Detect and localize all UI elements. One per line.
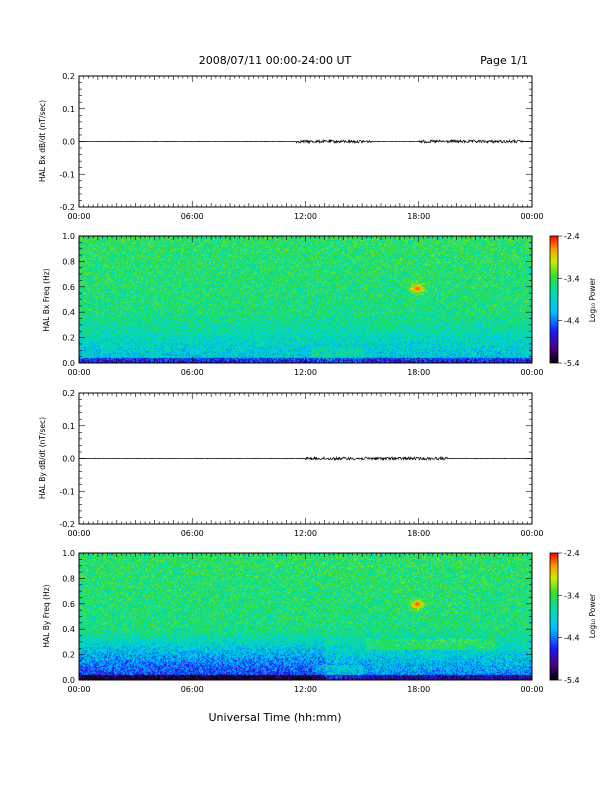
- colorbar-tick-label: -2.4: [564, 232, 580, 241]
- page-number: Page 1/1: [480, 54, 528, 67]
- y-tick-label: 0.8: [62, 257, 75, 266]
- by-dbdt-trace: [78, 455, 533, 462]
- x-tick-label: 00:00: [67, 368, 90, 377]
- y-tick-label: 0.1: [62, 105, 75, 114]
- y-tick-label: -0.2: [59, 520, 75, 529]
- panel-by-spectrogram: 1.0 0.8 0.6 0.4 0.2 0.0 HAL By Freq (Hz) 00:0…: [42, 549, 544, 694]
- panel-bx-dbdt: 0.20.10.0-0.1-0.2 HAL Bx dB/dt (nT/sec) …: [38, 72, 544, 221]
- x-tick-label: 18:00: [407, 212, 430, 221]
- colorbar-by: -2.4 -3.4 -4.4 -5.4 Log₁₀ Power: [549, 549, 597, 685]
- y-ticks: 1.0 0.8 0.6 0.4 0.2 0.0: [62, 549, 532, 685]
- x-tick-labels: 00:00 06:00 12:00 18:00 00:00: [67, 368, 543, 377]
- bx-dbdt-trace: [78, 138, 533, 145]
- chart-title: 2008/07/11 00:00-24:00 UT: [199, 54, 352, 67]
- colorbar-tick-label: -4.4: [564, 317, 580, 326]
- x-tick-label: 06:00: [181, 529, 204, 538]
- bx-spectrogram-image: [79, 236, 532, 363]
- x-tick-labels: 00:00 06:00 12:00 18:00 00:00: [67, 685, 543, 694]
- x-tick-label: 18:00: [407, 529, 430, 538]
- y-tick-label: 0.0: [62, 676, 75, 685]
- colorbar-ticks: -2.4 -3.4 -4.4 -5.4: [558, 232, 580, 368]
- y-tick-label: 0.1: [62, 422, 75, 431]
- colorbar-tick-label: -2.4: [564, 549, 580, 558]
- y-tick-label: 0.6: [62, 283, 75, 292]
- x-tick-label: 12:00: [294, 529, 317, 538]
- colorbar-bx: -2.4 -3.4 -4.4 -5.4 Log₁₀ Power: [549, 232, 597, 368]
- x-tick-label: 06:00: [181, 212, 204, 221]
- ylabel-bx-dbdt: HAL Bx dB/dt (nT/sec): [38, 100, 47, 182]
- x-tick-label: 00:00: [67, 685, 90, 694]
- y-ticks: 0.2 0.1 0.0 -0.1 -0.2: [59, 389, 532, 529]
- y-ticks: 1.0 0.8 0.6 0.4 0.2 0.0: [62, 232, 532, 368]
- colorbar-gradient: [549, 552, 559, 681]
- x-tick-label: 18:00: [407, 368, 430, 377]
- colorbar-tick-label: -3.4: [564, 274, 580, 283]
- y-tick-label: -0.1: [59, 487, 75, 496]
- y-tick-label: -0.1: [59, 170, 75, 179]
- x-tick-label: 00:00: [520, 685, 543, 694]
- x-minor-ticks: [78, 76, 533, 207]
- y-tick-label: 1.0: [62, 232, 75, 241]
- x-minor-ticks: [78, 393, 533, 524]
- colorbar-tick-label: -4.4: [564, 634, 580, 643]
- colorbar-tick-label: -3.4: [564, 591, 580, 600]
- x-tick-label: 00:00: [520, 212, 543, 221]
- x-tick-labels: 00:00 06:00 12:00 18:00 00:00: [67, 212, 543, 221]
- colorbar-label: Log₁₀ Power: [588, 277, 597, 322]
- x-minor-ticks: [78, 236, 533, 363]
- x-tick-label: 00:00: [67, 529, 90, 538]
- y-tick-label: 0.4: [62, 308, 75, 317]
- ylabel-by-dbdt: HAL By dB/dt (nT/sec): [38, 417, 47, 499]
- colorbar-tick-label: -5.4: [564, 676, 580, 685]
- colorbar-label: Log₁₀ Power: [588, 593, 597, 638]
- ylabel-by-freq: HAL By Freq (Hz): [42, 584, 51, 647]
- x-tick-label: 06:00: [181, 368, 204, 377]
- y-tick-label: 0.0: [62, 455, 75, 464]
- x-tick-label: 18:00: [407, 685, 430, 694]
- y-tick-label: -0.2: [59, 203, 75, 212]
- y-tick-label: 0.6: [62, 600, 75, 609]
- x-tick-labels: 00:00 06:00 12:00 18:00 00:00: [67, 529, 543, 538]
- y-tick-label: 0.2: [62, 651, 75, 660]
- x-minor-ticks: [78, 553, 533, 680]
- ylabel-bx-freq: HAL Bx Freq (Hz): [42, 268, 51, 331]
- x-tick-label: 12:00: [294, 368, 317, 377]
- y-tick-label: 0.2: [62, 72, 75, 81]
- x-tick-label: 00:00: [520, 529, 543, 538]
- y-tick-label: 0.0: [62, 138, 75, 147]
- colorbar-gradient: [549, 235, 559, 364]
- colorbar-tick-label: -5.4: [564, 359, 580, 368]
- x-tick-label: 12:00: [294, 212, 317, 221]
- y-tick-label: 0.0: [62, 359, 75, 368]
- x-tick-label: 00:00: [520, 368, 543, 377]
- x-axis-label: Universal Time (hh:mm): [209, 711, 342, 724]
- x-tick-label: 06:00: [181, 685, 204, 694]
- y-ticks: 0.2 0.1 0.0 -0.1 -0.2: [59, 72, 532, 212]
- x-tick-label: 00:00: [67, 212, 90, 221]
- panel-bx-spectrogram: 1.0 0.8 0.6 0.4 0.2 0.0 HAL Bx Freq (Hz) 00:0…: [42, 232, 544, 377]
- by-spectrogram-image: [79, 553, 532, 680]
- y-tick-label: 0.8: [62, 574, 75, 583]
- panel-by-dbdt: 0.20.10.0-0.1-0.2 HAL By dB/dt (nT/sec) …: [38, 389, 544, 538]
- y-tick-label: 0.2: [62, 389, 75, 398]
- y-tick-label: 0.2: [62, 334, 75, 343]
- colorbar-ticks: -2.4 -3.4 -4.4 -5.4: [558, 549, 580, 685]
- y-tick-label: 0.4: [62, 625, 75, 634]
- y-tick-label: 1.0: [62, 549, 75, 558]
- x-tick-label: 12:00: [294, 685, 317, 694]
